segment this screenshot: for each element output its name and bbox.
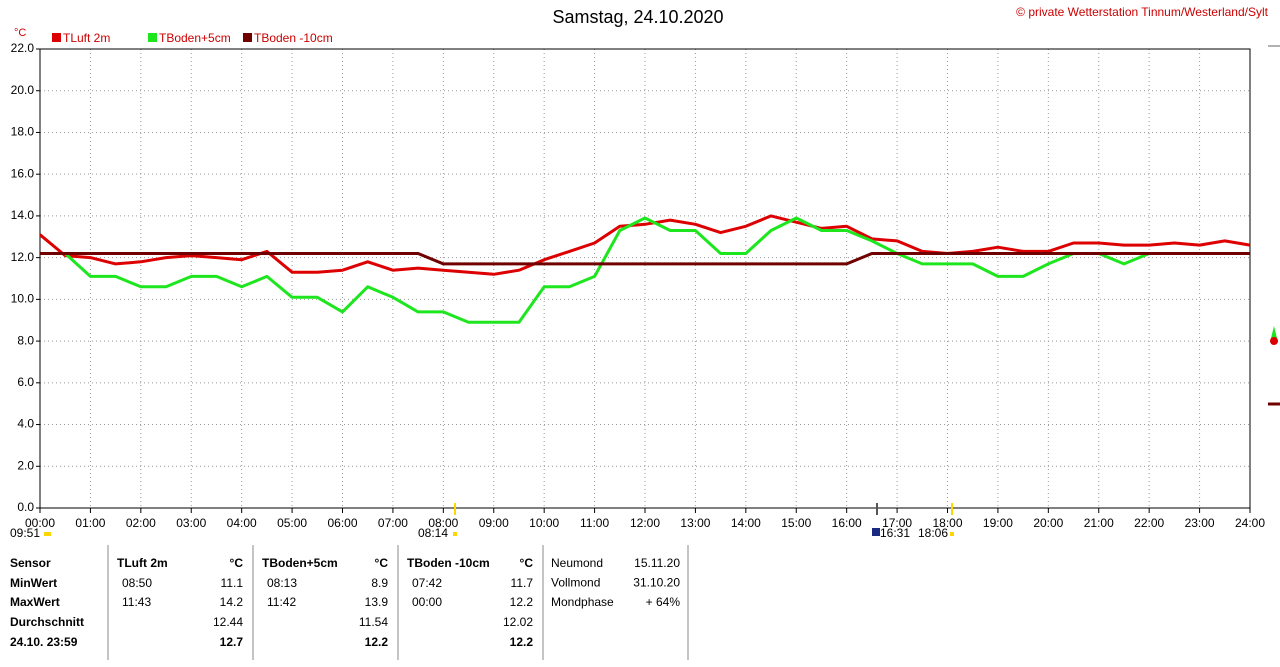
row-label: MaxWert: [10, 595, 60, 609]
x-tick-label: 07:00: [378, 516, 408, 530]
x-tick-label: 14:00: [731, 516, 761, 530]
legend-label: TBoden -10cm: [254, 31, 333, 45]
right-markers: [1268, 45, 1280, 406]
legend-label: TBoden+5cm: [159, 31, 231, 45]
min-value: 8.9: [371, 576, 388, 590]
x-tick-label: 10:00: [529, 516, 559, 530]
series-line: [39, 214, 1251, 276]
current-value: 12.7: [220, 635, 244, 649]
y-tick-label: 18.0: [11, 125, 35, 139]
x-tick-label: 08:00: [428, 516, 458, 530]
sun-marker: [44, 532, 51, 536]
moon-label: Neumond: [551, 556, 603, 570]
x-tick-label: 12:00: [630, 516, 660, 530]
y-tick-label: 22.0: [11, 41, 35, 55]
annotation: 08:14: [418, 526, 448, 540]
x-tick-label: 05:00: [277, 516, 307, 530]
x-tick-label: 19:00: [983, 516, 1013, 530]
column-unit: °C: [230, 556, 244, 570]
x-tick-label: 09:00: [479, 516, 509, 530]
y-tick-label: 4.0: [17, 417, 34, 431]
x-tick-label: 21:00: [1084, 516, 1114, 530]
legend-swatch: [52, 33, 61, 42]
annotation: 09:51: [10, 526, 40, 540]
min-value: 11.7: [511, 576, 534, 590]
min-time: 08:13: [267, 576, 297, 590]
current-value: 12.2: [510, 635, 534, 649]
min-time: 07:42: [412, 576, 442, 590]
y-tick-label: 12.0: [11, 250, 35, 264]
row-label: Durchschnitt: [10, 615, 84, 629]
row-label: MinWert: [10, 576, 57, 590]
y-tick-label: 20.0: [11, 83, 35, 97]
moon-value: 31.10.20: [633, 576, 680, 590]
column-unit: °C: [520, 556, 534, 570]
stats-table: Sensor MinWert MaxWert Durchschnitt 24.10. 2…: [10, 545, 689, 660]
x-tick-label: 03:00: [176, 516, 206, 530]
y-tick-label: 14.0: [11, 208, 35, 222]
row-label: 24.10. 23:59: [10, 635, 78, 649]
moon-label: Vollmond: [551, 576, 600, 590]
x-tick-label: 23:00: [1185, 516, 1215, 530]
x-tick-label: 01:00: [75, 516, 105, 530]
x-tick-label: 06:00: [327, 516, 357, 530]
y-unit: °C: [14, 27, 26, 39]
marker: [1270, 337, 1278, 345]
x-tick-label: 17:00: [882, 516, 912, 530]
max-time: 11:43: [122, 595, 151, 609]
x-tick-label: 13:00: [680, 516, 710, 530]
legend-label: TLuft 2m: [63, 31, 110, 45]
x-tick-label: 16:00: [832, 516, 862, 530]
current-value: 12.2: [365, 635, 389, 649]
y-tick-label: 8.0: [17, 333, 34, 347]
y-tick-label: 6.0: [17, 375, 34, 389]
sun-marker: [950, 532, 954, 536]
chart-title: Samstag, 24.10.2020: [552, 7, 723, 27]
max-time: 11:42: [267, 595, 296, 609]
moon-icon: [872, 528, 880, 536]
x-tick-label: 11:00: [580, 516, 609, 530]
y-tick-label: 2.0: [17, 458, 34, 472]
column-header: TLuft 2m: [117, 556, 168, 570]
row-label: Sensor: [10, 556, 51, 570]
x-tick-label: 00:00: [25, 516, 55, 530]
column-header: TBoden -10cm: [407, 556, 490, 570]
max-time: 00:00: [412, 595, 442, 609]
column-unit: °C: [375, 556, 389, 570]
copyright: © private Wetterstation Tinnum/Westerlan…: [1016, 5, 1269, 19]
annotation: 18:06: [918, 526, 948, 540]
plot-border: [39, 48, 1251, 509]
x-tick-label: 15:00: [781, 516, 811, 530]
avg-value: 11.54: [359, 615, 388, 629]
y-tick-label: 0.0: [17, 500, 34, 514]
x-tick-label: 04:00: [227, 516, 257, 530]
annotation: 16:31: [880, 526, 910, 540]
min-time: 08:50: [122, 576, 152, 590]
max-value: 12.2: [510, 595, 534, 609]
x-tick-label: 22:00: [1134, 516, 1164, 530]
avg-value: 12.02: [503, 615, 533, 629]
avg-value: 12.44: [213, 615, 243, 629]
legend-swatch: [243, 33, 252, 42]
sun-marker: [453, 532, 457, 536]
column-header: TBoden+5cm: [262, 556, 338, 570]
x-tick-label: 20:00: [1033, 516, 1063, 530]
moon-value: + 64%: [646, 595, 681, 609]
series-line: [40, 252, 1250, 266]
x-tick-label: 02:00: [126, 516, 156, 530]
moon-value: 15.11.20: [634, 556, 680, 570]
moon-label: Mondphase: [551, 595, 614, 609]
y-tick-label: 10.0: [11, 292, 35, 306]
max-value: 13.9: [365, 595, 389, 609]
min-value: 11.1: [221, 576, 244, 590]
series-line: [64, 216, 1250, 324]
x-tick-label: 24:00: [1235, 516, 1265, 530]
max-value: 14.2: [220, 595, 244, 609]
legend-swatch: [148, 33, 157, 42]
y-tick-label: 16.0: [11, 166, 35, 180]
x-tick-label: 18:00: [932, 516, 962, 530]
